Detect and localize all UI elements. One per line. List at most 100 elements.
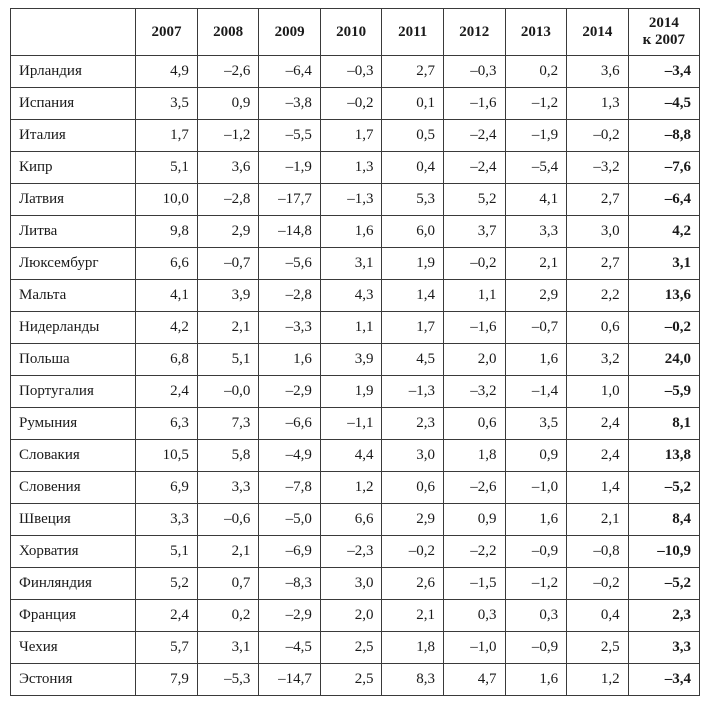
cell-country: Франция [11,599,136,631]
cell-value: 7,3 [197,407,259,439]
cell-last: –4,5 [628,87,699,119]
cell-value: 2,5 [320,663,382,695]
cell-value: 2,1 [567,503,629,535]
cell-value: 1,6 [320,215,382,247]
cell-country: Швеция [11,503,136,535]
cell-country: Латвия [11,183,136,215]
cell-value: –0,3 [320,55,382,87]
cell-value: 1,6 [259,343,321,375]
cell-value: 4,4 [320,439,382,471]
cell-value: 2,5 [567,631,629,663]
cell-value: 3,5 [136,87,198,119]
cell-value: 3,2 [567,343,629,375]
cell-value: –5,0 [259,503,321,535]
cell-value: 6,0 [382,215,444,247]
cell-last: –6,4 [628,183,699,215]
cell-value: 1,8 [382,631,444,663]
cell-value: 2,2 [567,279,629,311]
cell-value: –3,3 [259,311,321,343]
cell-value: –0,0 [197,375,259,407]
cell-value: 5,3 [382,183,444,215]
cell-value: 3,3 [505,215,567,247]
cell-value: –7,8 [259,471,321,503]
cell-value: 0,4 [567,599,629,631]
cell-value: 2,0 [320,599,382,631]
cell-value: 0,6 [382,471,444,503]
cell-value: 1,7 [382,311,444,343]
cell-value: 2,1 [382,599,444,631]
cell-value: 1,6 [505,343,567,375]
cell-value: –1,9 [259,151,321,183]
col-header-year: 2008 [197,9,259,56]
cell-value: 0,2 [505,55,567,87]
cell-value: 1,1 [320,311,382,343]
cell-value: 5,1 [136,151,198,183]
cell-country: Испания [11,87,136,119]
table-row: Люксембург6,6–0,7–5,63,11,9–0,22,12,73,1 [11,247,700,279]
cell-value: 2,9 [197,215,259,247]
cell-value: –3,2 [567,151,629,183]
cell-value: –5,6 [259,247,321,279]
table-row: Италия1,7–1,2–5,51,70,5–2,4–1,9–0,2–8,8 [11,119,700,151]
cell-value: 3,0 [567,215,629,247]
cell-value: 4,1 [136,279,198,311]
cell-value: –1,6 [444,311,506,343]
cell-value: –5,3 [197,663,259,695]
cell-value: –2,9 [259,375,321,407]
cell-value: 3,1 [197,631,259,663]
cell-last: –0,2 [628,311,699,343]
cell-value: 0,9 [197,87,259,119]
cell-country: Румыния [11,407,136,439]
cell-value: 1,7 [320,119,382,151]
cell-value: –0,6 [197,503,259,535]
cell-value: –1,5 [444,567,506,599]
cell-value: –5,4 [505,151,567,183]
cell-value: –1,2 [505,567,567,599]
cell-value: –4,9 [259,439,321,471]
cell-value: 1,6 [505,503,567,535]
cell-value: 3,0 [382,439,444,471]
cell-value: 4,5 [382,343,444,375]
col-header-year: 2014 [567,9,629,56]
cell-value: –1,3 [320,183,382,215]
table-row: Латвия10,0–2,8–17,7–1,35,35,24,12,7–6,4 [11,183,700,215]
cell-value: 5,1 [197,343,259,375]
cell-value: 6,6 [320,503,382,535]
table-row: Швеция3,3–0,6–5,06,62,90,91,62,18,4 [11,503,700,535]
cell-value: –2,6 [444,471,506,503]
cell-country: Италия [11,119,136,151]
cell-value: –14,7 [259,663,321,695]
cell-value: 1,2 [320,471,382,503]
cell-value: 2,1 [197,535,259,567]
cell-country: Литва [11,215,136,247]
col-header-last-line1: 2014 [649,15,679,31]
cell-value: 4,1 [505,183,567,215]
cell-value: –2,9 [259,599,321,631]
cell-country: Мальта [11,279,136,311]
cell-value: 0,9 [505,439,567,471]
cell-value: –1,1 [320,407,382,439]
cell-value: 0,4 [382,151,444,183]
table-row: Чехия5,73,1–4,52,51,8–1,0–0,92,53,3 [11,631,700,663]
cell-value: –2,8 [197,183,259,215]
cell-value: 4,9 [136,55,198,87]
cell-value: –6,6 [259,407,321,439]
cell-value: –2,8 [259,279,321,311]
table-row: Мальта4,13,9–2,84,31,41,12,92,213,6 [11,279,700,311]
cell-value: –8,3 [259,567,321,599]
cell-value: –1,4 [505,375,567,407]
cell-value: –0,3 [444,55,506,87]
cell-value: –1,3 [382,375,444,407]
cell-value: 3,9 [320,343,382,375]
cell-last: –5,2 [628,567,699,599]
cell-country: Финляндия [11,567,136,599]
cell-value: 3,3 [136,503,198,535]
col-header-year: 2013 [505,9,567,56]
cell-value: –1,0 [505,471,567,503]
table-row: Словения6,93,3–7,81,20,6–2,6–1,01,4–5,2 [11,471,700,503]
cell-country: Ирландия [11,55,136,87]
cell-last: –3,4 [628,55,699,87]
cell-value: 1,7 [136,119,198,151]
cell-value: 2,9 [505,279,567,311]
table-row: Словакия10,55,8–4,94,43,01,80,92,413,8 [11,439,700,471]
